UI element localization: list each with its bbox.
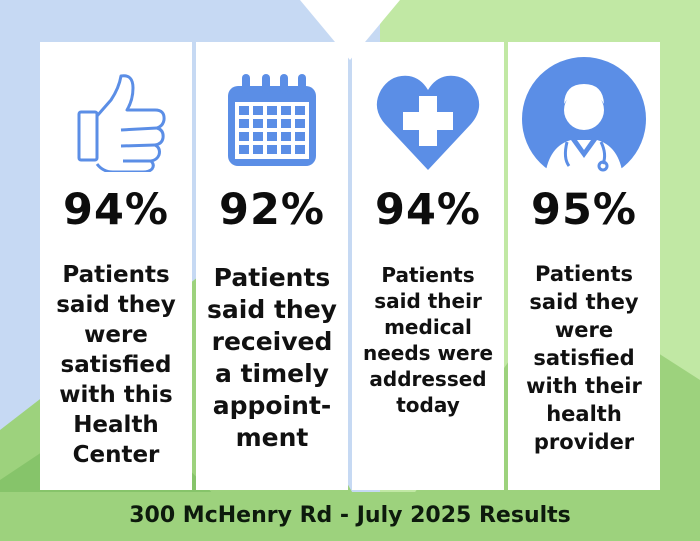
stat-description: Patients said they received a timely app… <box>207 263 337 452</box>
stat-card: 92% Patients said they received a timely… <box>196 42 348 490</box>
stat-card: 94% Patients said their medical needs we… <box>352 42 504 490</box>
stat-description: Patients said their medical needs were a… <box>362 263 494 417</box>
footer-caption: 300 McHenry Rd - July 2025 Results <box>129 503 571 528</box>
calendar-icon <box>196 72 348 172</box>
percent-value: 92% <box>219 185 325 235</box>
percent-value: 94% <box>63 185 169 235</box>
percent-value: 95% <box>531 185 637 235</box>
stat-description: Patients said they were satisfied with t… <box>526 262 642 454</box>
thumbs-up-icon <box>40 72 192 172</box>
stat-card: 95% Patients said they were satisfied wi… <box>508 42 660 490</box>
stat-description: Patients said they were satisfied with t… <box>56 262 176 468</box>
heart-cross-icon <box>352 72 504 172</box>
stat-card: 94% Patients said they were satisfied wi… <box>40 42 192 490</box>
percent-value: 94% <box>375 185 481 235</box>
doctor-icon <box>508 54 660 184</box>
